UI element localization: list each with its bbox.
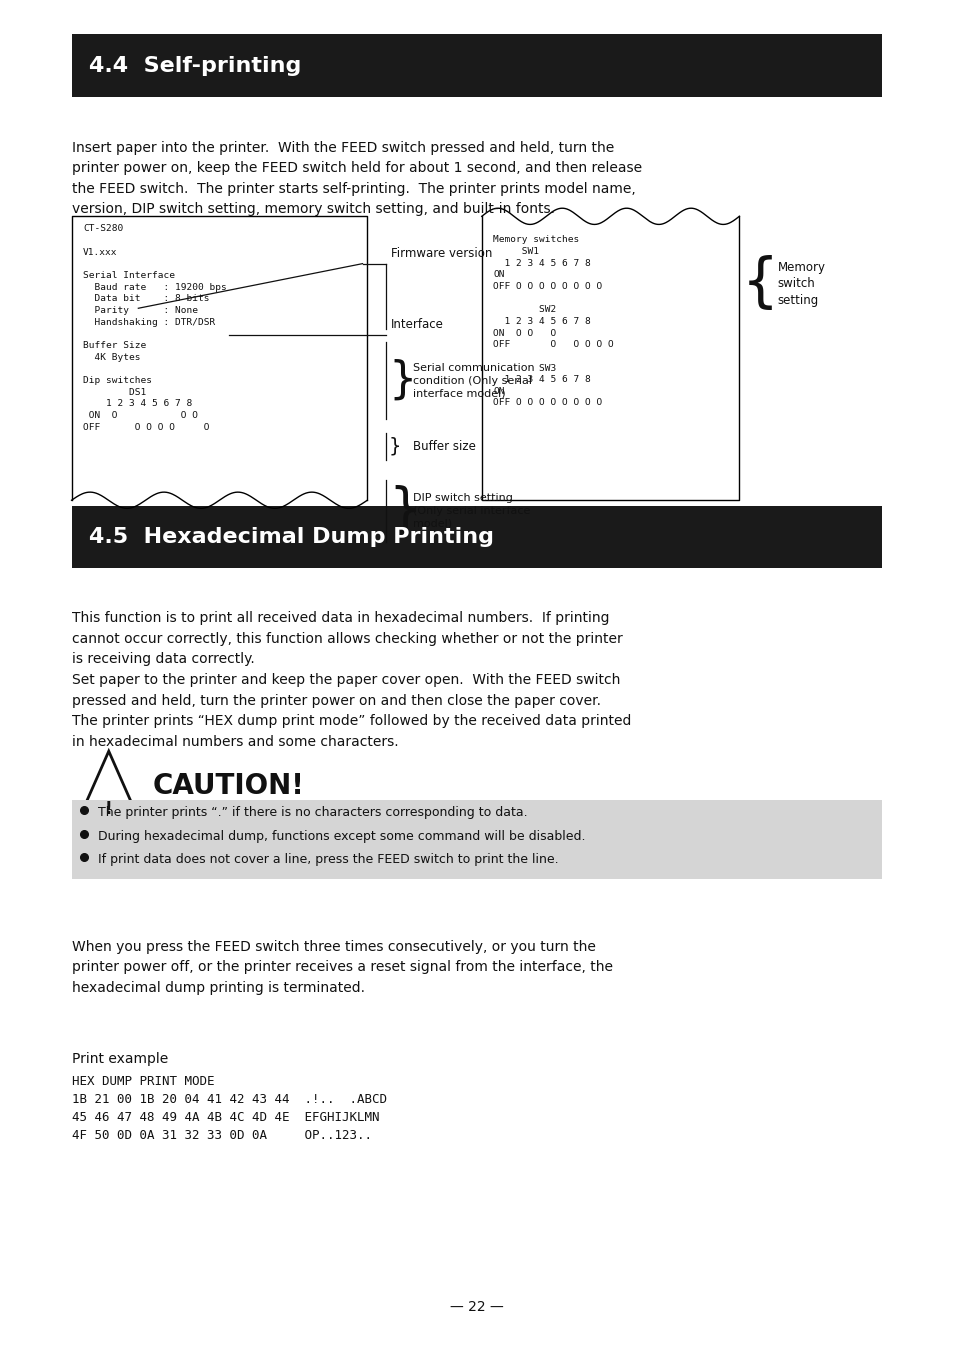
Text: {: { [740,256,778,312]
Text: Serial communication
condition (Only serial
interface model): Serial communication condition (Only ser… [413,362,534,399]
Text: Memory
switch
setting: Memory switch setting [777,261,824,307]
Text: Firmware version: Firmware version [391,246,492,260]
Text: During hexadecimal dump, functions except some command will be disabled.: During hexadecimal dump, functions excep… [98,830,585,842]
Text: Print example: Print example [71,1052,168,1065]
Bar [71,506,882,568]
Text: 4.4  Self-printing: 4.4 Self-printing [89,55,301,76]
Text: }: } [388,360,416,402]
Bar [71,800,882,879]
Text: The printer prints “.” if there is no characters corresponding to data.: The printer prints “.” if there is no ch… [98,806,527,819]
Text: 4.5  Hexadecimal Dump Printing: 4.5 Hexadecimal Dump Printing [89,527,494,546]
Text: }: } [388,485,421,537]
Text: When you press the FEED switch three times consecutively, or you turn the
printe: When you press the FEED switch three tim… [71,940,612,995]
Text: Memory switches
     SW1
  1 2 3 4 5 6 7 8
ON
OFF O O O O O O O O

        SW2
 : Memory switches SW1 1 2 3 4 5 6 7 8 ON O… [493,235,614,407]
Text: !: ! [105,800,112,818]
Text: This function is to print all received data in hexadecimal numbers.  If printing: This function is to print all received d… [71,611,630,749]
Text: Insert paper into the printer.  With the FEED switch pressed and held, turn the
: Insert paper into the printer. With the … [71,141,641,216]
Text: DIP switch setting
(Only serial interface
model): DIP switch setting (Only serial interfac… [413,493,530,529]
Text: If print data does not cover a line, press the FEED switch to print the line.: If print data does not cover a line, pre… [98,853,558,867]
Text: — 22 —: — 22 — [450,1301,503,1314]
Text: Buffer size: Buffer size [413,439,476,453]
Text: Interface: Interface [391,318,443,331]
Text: CAUTION!: CAUTION! [152,772,304,799]
Text: HEX DUMP PRINT MODE
1B 21 00 1B 20 04 41 42 43 44  .!..  .ABCD
45 46 47 48 49 4A: HEX DUMP PRINT MODE 1B 21 00 1B 20 04 41… [71,1075,386,1142]
Text: CT-S280

V1.xxx

Serial Interface
  Baud rate   : 19200 bps
  Data bit    : 8 bi: CT-S280 V1.xxx Serial Interface Baud rat… [83,224,227,431]
Text: }: } [388,437,400,456]
Bar [71,35,882,97]
